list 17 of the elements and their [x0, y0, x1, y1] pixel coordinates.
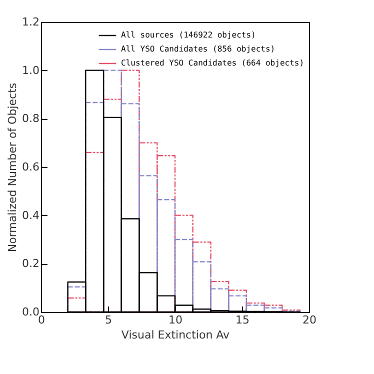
y-tick-label: 1.0 — [22, 64, 40, 77]
y-tick-label: 0.2 — [22, 257, 40, 270]
x-tick-label: 5 — [105, 314, 112, 326]
x-tick-label: 20 — [302, 314, 316, 326]
legend-label: All YSO Candidates (856 objects) — [121, 44, 276, 54]
x-tick-label: 0 — [38, 314, 45, 326]
y-tick-label: 0.6 — [22, 160, 40, 174]
y-tick-label: 0.8 — [22, 112, 40, 126]
legend-label: All sources (146922 objects) — [121, 30, 256, 40]
y-tick-label: 0.0 — [22, 306, 40, 318]
x-axis-title: Visual Extinction Av — [121, 328, 230, 342]
y-axis-title: Normalized Number of Objects — [6, 82, 20, 252]
x-tick-label: 10 — [168, 314, 182, 326]
y-tick-label: 0.4 — [22, 208, 40, 222]
x-tick-label: 15 — [236, 314, 250, 326]
y-tick-label: 1.2 — [22, 16, 40, 28]
legend-label: Clustered YSO Candidates (664 objects) — [121, 58, 304, 68]
